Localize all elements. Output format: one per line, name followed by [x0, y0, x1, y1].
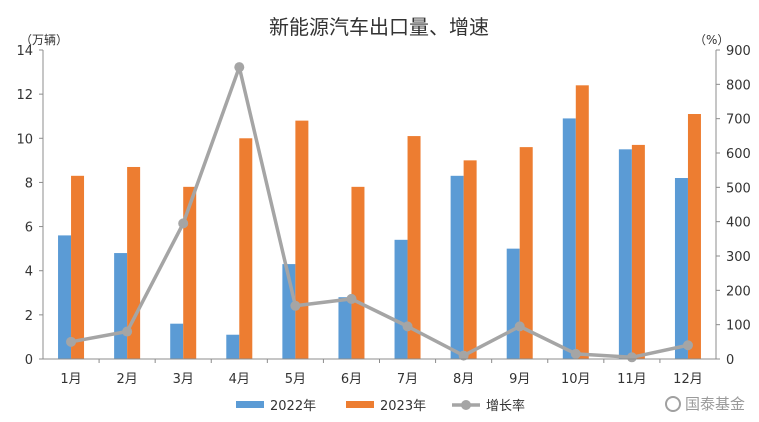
- right-tick-label: 200: [726, 284, 751, 299]
- bar-series-b: [519, 147, 533, 359]
- x-tick-label: 11月: [617, 372, 647, 387]
- bar-series-a: [618, 149, 632, 359]
- left-tick-label: 2: [25, 309, 33, 324]
- left-tick-label: 6: [25, 221, 33, 236]
- bars: [58, 85, 701, 360]
- legend-label: 2022年: [270, 399, 316, 414]
- x-tick-label: 5月: [285, 372, 306, 387]
- legend-swatch-marker: [461, 400, 471, 410]
- bar-series-b: [239, 138, 253, 359]
- legend-swatch: [236, 401, 264, 408]
- left-tick-label: 4: [25, 265, 33, 280]
- x-tick-label: 6月: [341, 372, 362, 387]
- watermark-text: 国泰基金: [684, 395, 745, 413]
- growth-line: [66, 62, 693, 363]
- watermark: 国泰基金: [664, 393, 745, 414]
- left-tick-label: 0: [25, 353, 33, 368]
- left-tick-label: 14: [16, 44, 33, 59]
- right-axis: 0 100 200 300 400 500 600 700 800 900: [715, 44, 751, 368]
- growth-point: [626, 352, 637, 363]
- left-tick-label: 12: [16, 88, 33, 103]
- bar-series-b: [295, 120, 309, 359]
- growth-point: [682, 340, 693, 351]
- right-tick-label: 800: [726, 78, 751, 93]
- right-axis-unit: （%）: [694, 33, 729, 47]
- x-tick-label: 8月: [453, 372, 474, 387]
- bar-series-a: [58, 235, 72, 359]
- bar-series-a: [394, 239, 408, 359]
- bar-series-b: [463, 160, 477, 359]
- x-tick-label: 10月: [561, 372, 591, 387]
- bar-series-a: [226, 334, 240, 359]
- x-axis: 1月 2月 3月 4月 5月 6月 7月 8月 9月 10月 11月 12月: [43, 358, 716, 387]
- right-tick-label: 900: [726, 44, 751, 59]
- right-tick-label: 100: [726, 319, 751, 334]
- bar-series-b: [183, 186, 197, 359]
- growth-point: [402, 321, 413, 332]
- right-tick-label: 400: [726, 216, 751, 231]
- bar-series-b: [631, 144, 645, 359]
- x-tick-label: 4月: [229, 372, 250, 387]
- bar-series-b: [351, 186, 365, 359]
- growth-point: [178, 218, 189, 229]
- growth-point: [66, 336, 77, 347]
- bar-series-a: [506, 248, 520, 359]
- left-tick-label: 10: [16, 132, 33, 147]
- bar-series-a: [338, 297, 352, 359]
- weibo-icon: [664, 396, 681, 412]
- right-tick-label: 500: [726, 181, 751, 196]
- x-tick-label: 2月: [116, 372, 137, 387]
- legend: 2022年 2023年 增长率: [236, 398, 525, 414]
- growth-point: [122, 326, 133, 337]
- legend-swatch: [346, 401, 374, 408]
- growth-point: [290, 300, 301, 311]
- right-tick-label: 600: [726, 147, 751, 162]
- bar-series-b: [575, 85, 589, 360]
- bar-series-a: [170, 323, 184, 359]
- x-tick-label: 9月: [509, 372, 530, 387]
- bar-series-b: [687, 114, 701, 359]
- x-tick-label: 1月: [60, 372, 81, 387]
- growth-line-path: [70, 65, 689, 360]
- bar-series-a: [562, 118, 576, 360]
- x-tick-label: 12月: [673, 372, 703, 387]
- bar-series-b: [407, 136, 421, 359]
- bar-series-a: [450, 175, 464, 359]
- growth-point: [514, 321, 525, 332]
- x-tick-label: 7月: [397, 372, 418, 387]
- growth-point: [234, 62, 245, 73]
- right-tick-label: 700: [726, 113, 751, 128]
- left-axis-unit: （万辆）: [20, 33, 68, 47]
- bar-series-a: [114, 253, 128, 359]
- right-tick-label: 0: [726, 353, 734, 368]
- right-tick-label: 300: [726, 250, 751, 265]
- growth-point: [346, 293, 357, 304]
- growth-point: [570, 348, 581, 359]
- growth-point: [458, 350, 469, 361]
- chart-title: 新能源汽车出口量、增速: [269, 15, 489, 39]
- legend-label: 2023年: [380, 399, 426, 414]
- bar-series-a: [674, 178, 688, 359]
- left-tick-label: 8: [25, 176, 33, 191]
- bar-series-b: [71, 175, 85, 359]
- left-axis: 0 2 4 6 8 10 12 14: [16, 44, 44, 368]
- x-tick-label: 3月: [173, 372, 194, 387]
- legend-label: 增长率: [486, 398, 525, 414]
